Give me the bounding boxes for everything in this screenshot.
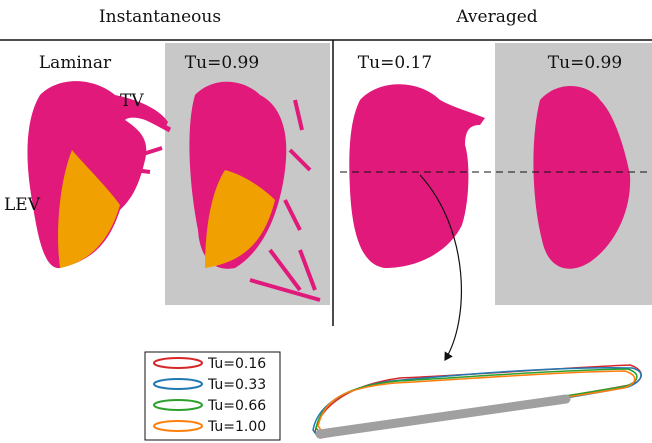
- airfoil: [315, 394, 571, 439]
- vortex-averaged-turbulent: [533, 86, 631, 269]
- arrow: [419, 174, 462, 362]
- annotation: LEV: [4, 195, 41, 215]
- legend-swatch: [153, 357, 203, 369]
- legend: Tu=0.16 Tu=0.33 Tu=0.66 Tu=1.00: [153, 356, 266, 435]
- vortex-turbulent: [189, 81, 321, 302]
- legend-label: Tu=0.33: [207, 377, 266, 393]
- vortex-averaged: [349, 84, 485, 268]
- panel-label: Tu=0.17: [358, 53, 432, 73]
- header-right: Averaged: [455, 7, 537, 27]
- annotation: TV: [120, 91, 144, 111]
- legend-swatch: [153, 399, 203, 411]
- legend-swatch: [153, 420, 203, 432]
- legend-label: Tu=0.16: [207, 356, 266, 372]
- panel-label: Tu=0.99: [548, 53, 622, 73]
- legend-swatch: [153, 378, 203, 390]
- panel-label: Tu=0.99: [185, 53, 259, 73]
- legend-label: Tu=0.66: [207, 398, 266, 414]
- legend-label: Tu=1.00: [207, 419, 266, 435]
- header-left: Instantaneous: [99, 7, 221, 27]
- panel-label: Laminar: [39, 53, 112, 73]
- vortex-laminar: [27, 81, 172, 269]
